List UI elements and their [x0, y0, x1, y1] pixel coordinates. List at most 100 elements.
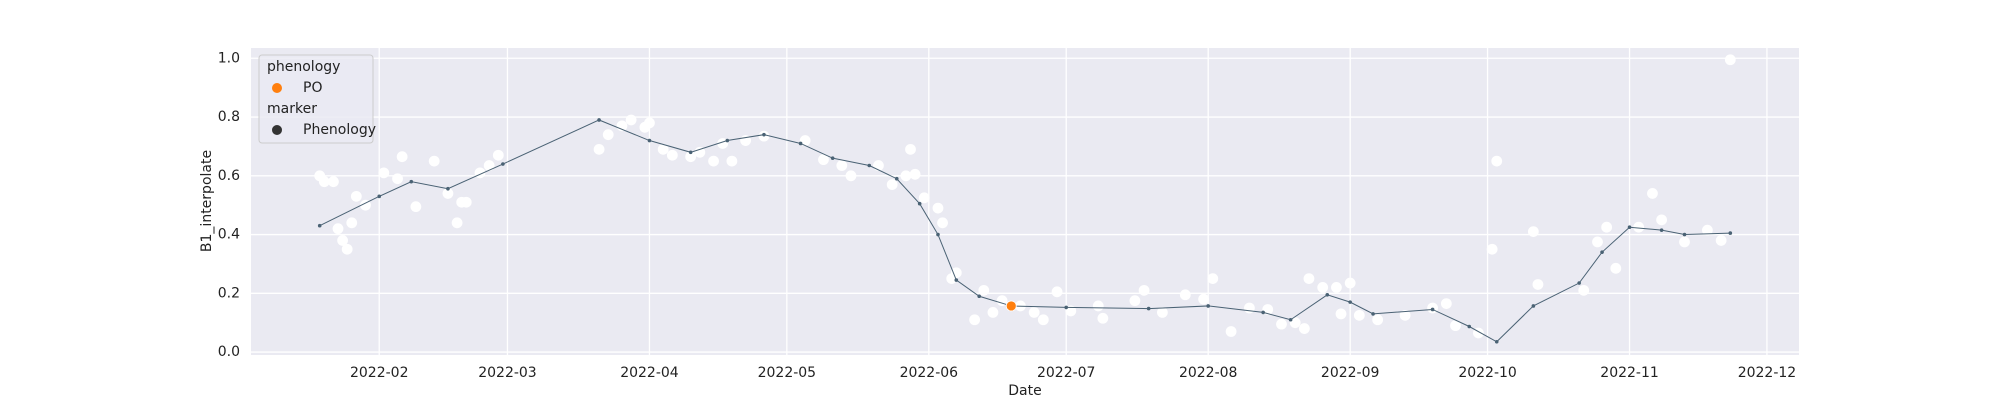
line-marker	[1659, 228, 1664, 232]
legend-marker	[272, 83, 282, 93]
point	[1486, 243, 1498, 255]
line-marker	[830, 156, 835, 160]
line-marker	[446, 186, 450, 191]
point	[1207, 273, 1219, 285]
point	[346, 217, 358, 229]
point	[1065, 305, 1077, 317]
point	[1129, 295, 1141, 307]
point	[1028, 307, 1040, 318]
x-tick-label: 2022-10	[1458, 365, 1517, 381]
point	[410, 201, 422, 213]
line-marker	[894, 176, 899, 181]
x-tick-label: 2022-03	[478, 365, 537, 381]
legend-label: PO	[303, 80, 322, 96]
line-marker	[798, 141, 803, 146]
x-tick-label: 2022-08	[1179, 365, 1238, 381]
point	[978, 284, 990, 296]
line-marker	[867, 163, 872, 168]
point	[625, 114, 637, 126]
point	[694, 146, 706, 158]
point	[337, 235, 348, 246]
point	[987, 307, 999, 318]
marks	[314, 54, 1736, 344]
point	[1331, 282, 1342, 293]
point	[1527, 226, 1539, 238]
line-marker	[597, 118, 601, 122]
point	[1592, 236, 1603, 248]
point	[937, 217, 948, 229]
point	[1656, 214, 1668, 226]
point	[1440, 298, 1452, 309]
point	[1578, 284, 1590, 296]
point	[428, 155, 440, 167]
line-marker	[409, 179, 414, 184]
line-marker	[917, 201, 922, 206]
point	[845, 170, 857, 182]
point	[1298, 323, 1310, 334]
point	[1679, 236, 1690, 248]
point	[602, 129, 614, 141]
legend-title: phenology	[267, 59, 340, 75]
point	[451, 217, 463, 229]
line-marker	[377, 194, 382, 199]
y-tick-label: 0.2	[218, 285, 240, 301]
point	[350, 190, 362, 202]
point	[1647, 188, 1658, 199]
x-tick-label: 2022-06	[900, 365, 959, 381]
x-tick-label: 2022-09	[1321, 365, 1380, 381]
point	[873, 160, 884, 171]
point	[1303, 273, 1315, 285]
line-marker	[647, 138, 652, 143]
legend-title: marker	[267, 101, 317, 117]
line-marker	[1371, 312, 1375, 316]
point	[1344, 277, 1356, 289]
line-marker	[762, 132, 766, 137]
line-marker	[977, 294, 982, 299]
point	[1225, 326, 1237, 337]
point	[1724, 54, 1736, 66]
line-marker	[1261, 310, 1265, 315]
line-marker	[1325, 292, 1330, 297]
point	[836, 160, 848, 171]
y-tick-label: 0.8	[218, 109, 240, 125]
line-marker	[954, 278, 959, 282]
point	[909, 168, 921, 180]
point	[341, 243, 353, 255]
point	[318, 176, 330, 188]
line-marker	[688, 150, 693, 155]
legend-label: Phenology	[303, 122, 376, 138]
legend-box	[258, 54, 374, 144]
grid	[251, 48, 1799, 355]
line-marker	[1467, 324, 1472, 329]
point	[1610, 262, 1622, 274]
point	[918, 192, 930, 204]
point	[593, 143, 605, 155]
point	[332, 223, 344, 235]
x-tick-label: 2022-11	[1600, 365, 1659, 381]
line-marker	[1494, 339, 1499, 344]
point	[1633, 221, 1645, 233]
line-marker	[501, 162, 505, 166]
x-tick-label: 2022-12	[1738, 365, 1797, 381]
point	[1289, 317, 1301, 329]
line-marker	[1531, 304, 1536, 308]
point	[1276, 318, 1287, 330]
line-marker	[1348, 300, 1352, 304]
point	[900, 170, 912, 182]
point	[1372, 314, 1384, 326]
line-marker	[1682, 232, 1687, 237]
y-tick-label: 0.0	[218, 344, 240, 360]
point	[969, 314, 981, 326]
point	[392, 173, 403, 185]
y-tick-label: 1.0	[218, 50, 240, 66]
point	[378, 167, 390, 179]
point	[1491, 155, 1503, 167]
x-tick-label: 2022-07	[1037, 365, 1096, 381]
point	[396, 151, 408, 163]
line-marker	[1288, 317, 1293, 322]
y-tick-label: 0.4	[218, 227, 240, 243]
line-marker	[1064, 305, 1069, 310]
point	[1005, 300, 1017, 312]
point	[1051, 286, 1063, 298]
line-marker	[1728, 231, 1733, 235]
